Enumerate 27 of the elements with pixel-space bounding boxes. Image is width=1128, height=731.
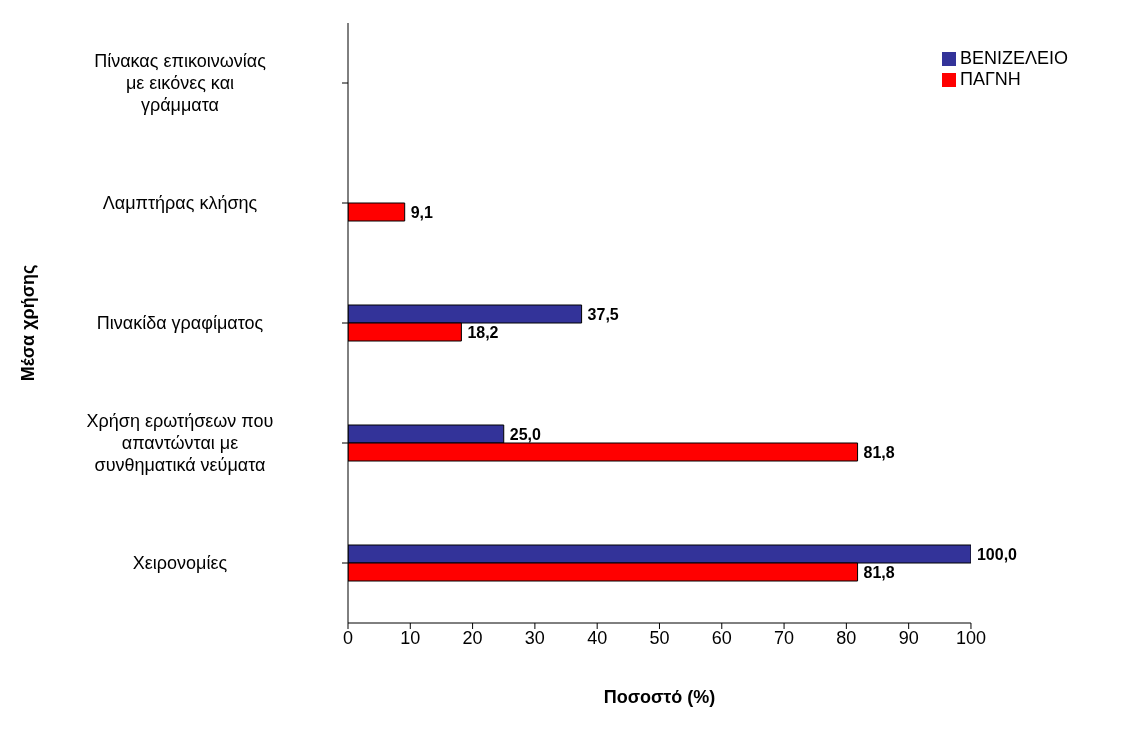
x-axis-title: Ποσοστό (%) (603, 687, 716, 707)
data-label: 9,1 (410, 203, 434, 221)
x-tick-label: 60 (711, 627, 732, 648)
data-label: 100,0 (976, 545, 1018, 563)
x-tick-label: 40 (587, 627, 608, 648)
y-tick-label: Χειρονομίες (132, 553, 228, 573)
x-tick-label: 100 (955, 627, 986, 648)
data-label: 37,5 (587, 305, 619, 323)
y-tick-label: Πίνακας επικοινωνίας με εικόνες και γράμματα (94, 51, 267, 115)
x-tick-label: 0 (342, 627, 354, 648)
legend-label: ΠΑΓΝΗ (959, 69, 1021, 89)
x-tick-label: 20 (462, 627, 483, 648)
x-tick-label: 70 (774, 627, 795, 648)
x-tick-label: 50 (649, 627, 670, 648)
y-tick-label: Χρήση ερωτήσεων που απαντώνται με συνθηματικά νεύματα (86, 411, 274, 475)
x-tick-label: 90 (898, 627, 919, 648)
data-label: 81,8 (863, 563, 895, 581)
x-tick-label: 10 (400, 627, 421, 648)
x-tick-label: 80 (836, 627, 857, 648)
y-tick-label: Λαμπτήρας κλήσης (102, 193, 258, 213)
y-tick-label: Πινακίδα γραφίματος (96, 313, 264, 333)
legend-label: ΒΕΝΙΖΕΛΕΙΟ (959, 48, 1068, 68)
data-label: 25,0 (509, 425, 541, 443)
data-label: 18,2 (467, 323, 499, 341)
x-tick-label: 30 (524, 627, 545, 648)
data-label: 81,8 (863, 443, 895, 461)
y-axis-title: Μέσα χρήσης (18, 264, 39, 382)
